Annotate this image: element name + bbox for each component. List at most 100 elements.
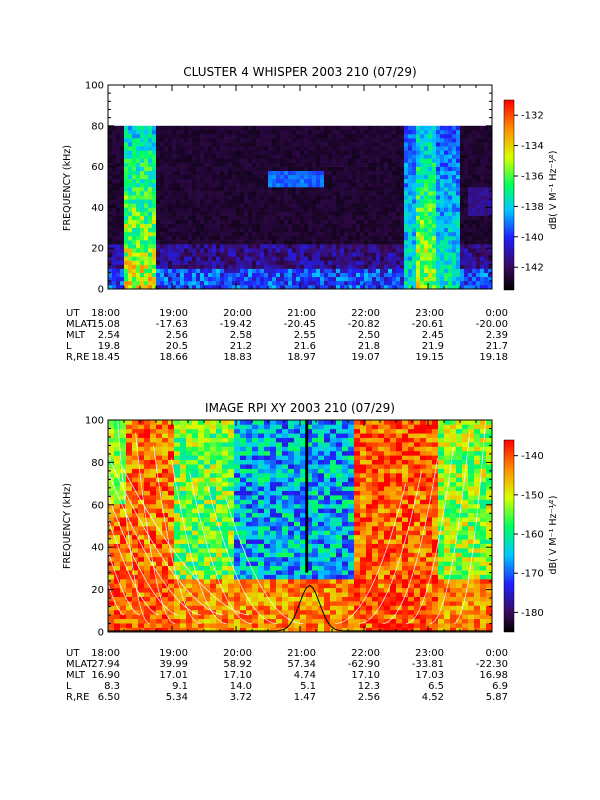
spectrogram-cell (180, 158, 185, 163)
spectrogram-cell (128, 199, 133, 204)
spectrogram-cell (416, 280, 421, 286)
spectrogram-cell (126, 526, 133, 531)
spectrogram-cell (114, 428, 121, 434)
spectrogram-cell (220, 227, 225, 233)
spectrogram-cell (328, 227, 333, 233)
spectrogram-cell (448, 280, 453, 286)
spectrogram-cell (388, 187, 393, 192)
spectrogram-cell (208, 219, 213, 225)
spectrogram-cell (244, 154, 249, 159)
spectrogram-cell (212, 199, 217, 204)
spectrogram-cell (222, 420, 229, 425)
spectrogram-cell (384, 154, 389, 159)
spectrogram-cell (464, 231, 469, 237)
ephemeris-value: 21.9 (422, 341, 444, 352)
spectrogram-cell (148, 142, 153, 147)
spectrogram-cell (248, 203, 253, 208)
spectrogram-cell (168, 174, 173, 180)
spectrogram-cell (336, 138, 341, 143)
spectrogram-cell (200, 272, 205, 278)
spectrogram-cell (484, 260, 489, 265)
spectrogram-cell (224, 219, 229, 225)
spectrogram-cell (248, 166, 253, 171)
spectrogram-cell (420, 235, 425, 241)
spectrogram-cell (268, 211, 273, 216)
spectrogram-cell (432, 272, 437, 278)
spectrogram-cell (120, 162, 125, 167)
spectrogram-cell (372, 227, 377, 233)
spectrogram-cell (204, 579, 211, 584)
spectrogram-cell (140, 223, 145, 229)
spectrogram-cell (428, 260, 433, 265)
spectrogram-cell (168, 601, 175, 606)
spectrogram-cell (292, 195, 297, 200)
spectrogram-cell (384, 150, 389, 155)
spectrogram-cell (252, 170, 257, 176)
spectrogram-cell (252, 138, 257, 143)
spectrogram-cell (248, 223, 253, 229)
spectrogram-cell (308, 158, 313, 163)
spectrogram-cell (120, 125, 125, 131)
spectrogram-cell (132, 473, 139, 478)
spectrogram-cell (204, 442, 211, 447)
spectrogram-cell (444, 252, 449, 257)
spectrogram-cell (150, 420, 157, 425)
spectrogram-cell (108, 556, 115, 562)
spectrogram-cell (452, 199, 457, 204)
spectrogram-cell (352, 244, 357, 249)
spectrogram-cell (204, 244, 209, 249)
spectrogram-cell (476, 150, 481, 155)
spectrogram-cell (420, 215, 425, 220)
spectrogram-cell (440, 231, 445, 237)
spectrogram-cell (364, 268, 369, 273)
spectrogram-cell (144, 481, 151, 487)
spectrogram-cell (152, 166, 157, 171)
spectrogram-cell (304, 174, 309, 180)
spectrogram-cell (126, 623, 133, 628)
spectrogram-cell (222, 614, 229, 620)
spectrogram-cell (168, 428, 175, 434)
spectrogram-cell (356, 166, 361, 171)
spectrogram-cell (420, 280, 425, 286)
spectrogram-cell (260, 138, 265, 143)
spectrogram-cell (228, 231, 233, 237)
spectrogram-cell (288, 203, 293, 208)
spectrogram-cell (264, 264, 269, 269)
spectrogram-cell (126, 561, 133, 567)
spectrogram-cell (332, 207, 337, 212)
spectrogram-cell (180, 530, 187, 536)
spectrogram-cell (332, 219, 337, 225)
spectrogram-cell (174, 539, 181, 544)
spectrogram-cell (444, 187, 449, 192)
spectrogram-cell (372, 158, 377, 163)
spectrogram-cell (368, 227, 373, 233)
spectrogram-cell (344, 227, 349, 233)
spectrogram-cell (132, 428, 139, 434)
spectrogram-cell (480, 211, 485, 216)
spectrogram-cell (324, 235, 329, 241)
spectrogram-cell (404, 248, 409, 253)
spectrogram-cell (210, 481, 217, 487)
spectrogram-cell (188, 280, 193, 286)
spectrogram-cell (260, 162, 265, 167)
spectrogram-cell (116, 211, 121, 216)
spectrogram-cell (198, 614, 205, 620)
spectrogram-cell (412, 182, 417, 188)
spectrogram-cell (308, 174, 313, 180)
spectrogram-cell (304, 272, 309, 278)
spectrogram-cell (348, 166, 353, 171)
spectrogram-cell (456, 191, 461, 196)
spectrogram-cell (156, 211, 161, 216)
spectrogram-cell (112, 235, 117, 241)
spectrogram-cell (432, 231, 437, 237)
spectrogram-cell (114, 420, 121, 425)
spectrogram-cell (300, 142, 305, 147)
spectrogram-cell (228, 162, 233, 167)
spectrogram-cell (420, 231, 425, 237)
spectrogram-cell (236, 235, 241, 241)
spectrogram-cell (484, 129, 489, 135)
spectrogram-cell (404, 219, 409, 225)
spectrogram-cell (240, 276, 245, 282)
spectrogram-cell (144, 223, 149, 229)
spectrogram-cell (308, 284, 313, 289)
